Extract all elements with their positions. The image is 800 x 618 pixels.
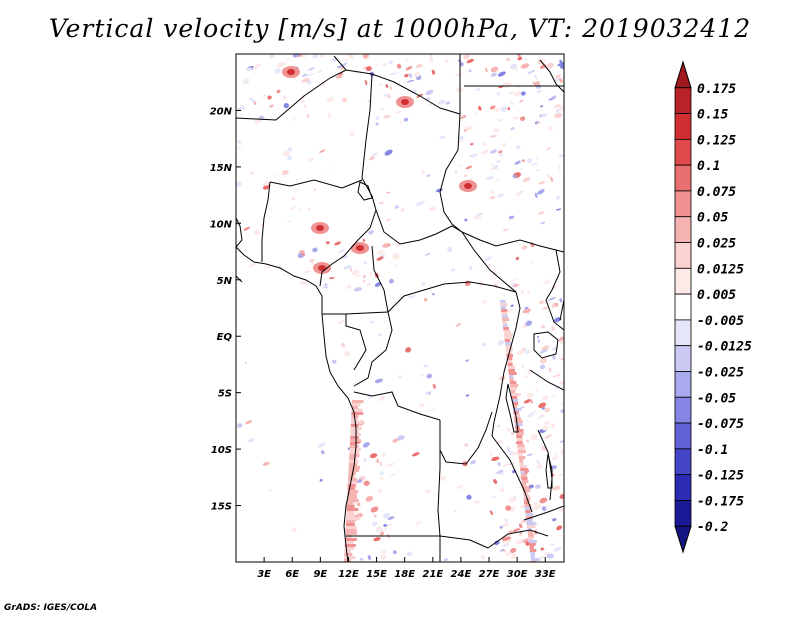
colorbar-bin (674, 448, 692, 476)
border-chad-sudan (439, 113, 463, 233)
lat-tick-label: 5S (218, 389, 232, 400)
lake-malawi (545, 453, 553, 489)
coastline-red-sea (539, 59, 564, 93)
border-south-east (523, 505, 564, 521)
colorbar-bin (674, 474, 692, 501)
lon-tick-label: 9E (313, 569, 327, 580)
lon-tick-label: 27E (479, 569, 500, 580)
colorbar-bin (674, 87, 692, 114)
border-car-drc (387, 281, 517, 313)
latitude-axis: 20N 15N 10N 5N EQ 5S 10S 15S (210, 106, 241, 513)
colorbar-label: 0.15 (697, 108, 728, 123)
colorbar-label: -0.175 (697, 494, 744, 509)
border-niger-chad-north (236, 69, 461, 121)
map-plot-area (235, 53, 565, 563)
colorbar-label: 0.0125 (697, 262, 744, 277)
colorbar-label: 0.005 (697, 288, 736, 303)
border-niger-chad (361, 73, 377, 211)
colorbar-bin (674, 422, 692, 450)
lon-tick-label: 18E (394, 569, 415, 580)
lake-chad (357, 181, 373, 201)
colorbar-bin (674, 113, 692, 140)
lake-victoria (533, 331, 559, 359)
colorbar-label: 0.075 (697, 185, 736, 200)
colorbar-bin (674, 500, 692, 527)
border-cameroon-car (371, 245, 389, 313)
coastline-east (559, 299, 564, 321)
lake-tanganyika (505, 383, 519, 433)
colorbar-label: 0.175 (697, 82, 736, 97)
colorbar-top-arrow (674, 60, 692, 89)
chart-title: Vertical velocity [m/s] at 1000hPa, VT: … (48, 14, 752, 43)
coastline-northwest (236, 217, 243, 248)
lat-tick-label: EQ (217, 332, 233, 343)
colorbar-label: 0.05 (697, 211, 728, 226)
border-tanzania (529, 369, 564, 391)
longitude-axis: 3E 6E 9E 12E 15E 18E 21E 24E 27E 30E 33E (257, 557, 556, 580)
colorbar-label: -0.125 (697, 469, 744, 484)
border-niger-nigeria (269, 179, 363, 189)
lon-tick-label: 30E (507, 569, 528, 580)
colorbar-label: -0.025 (697, 365, 744, 380)
colorbar-label: 0.025 (697, 237, 736, 252)
colorbar-label: -0.1 (697, 443, 728, 458)
colorbar-bottom-arrow (674, 525, 692, 554)
colorbar-label: -0.0125 (697, 340, 752, 355)
border-malawi (537, 429, 553, 501)
colorbar-bin (674, 293, 692, 321)
plot-frame (235, 53, 565, 563)
colorbar-bin (674, 164, 692, 192)
border-chad-car (375, 209, 463, 245)
border-zambia-mozambique (491, 435, 533, 513)
lon-tick-label: 15E (366, 569, 387, 580)
lon-tick-label: 21E (422, 569, 443, 580)
border-libya-chad (333, 55, 347, 71)
country-boundaries (236, 54, 564, 562)
colorbar-bin (674, 396, 692, 424)
colorbar-bin (674, 190, 692, 218)
lon-tick-label: 12E (338, 569, 359, 580)
coastline-west (236, 246, 357, 562)
lon-tick-label: 6E (285, 569, 299, 580)
lat-tick-label: 10S (211, 445, 232, 456)
colorbar-label: -0.005 (697, 314, 744, 329)
colorbar-bin (674, 216, 692, 243)
colorbar-bin (674, 242, 692, 269)
border-nigeria-benin (261, 181, 271, 262)
colorbar-bin (674, 138, 692, 166)
colorbar-bin (674, 371, 692, 398)
border-southsudan-car (461, 231, 517, 293)
lat-tick-label: 15S (211, 502, 232, 513)
lat-tick-label: 5N (217, 276, 233, 287)
grads-credit: GrADS: IGES/COLA (4, 603, 98, 613)
lon-tick-label: 33E (535, 569, 556, 580)
colorbar-bin (674, 267, 692, 295)
colorbar-bin (674, 319, 692, 347)
colorbar-label: -0.075 (697, 417, 744, 432)
border-east-kenya (545, 299, 564, 331)
colorbar-label: -0.05 (697, 391, 736, 406)
border-zimbabwe (487, 529, 549, 549)
border-angola-namibia (346, 535, 489, 549)
colorbar-bin (674, 345, 692, 372)
lat-tick-label: 20N (210, 106, 233, 117)
border-nigeria-cameroon (319, 209, 377, 287)
border-drc-angola-north (353, 391, 441, 421)
border-angola-zambia (437, 420, 441, 537)
lat-tick-label: 10N (210, 219, 233, 230)
colorbar-label: 0.1 (697, 159, 720, 174)
lake-volta (236, 275, 243, 283)
lon-tick-label: 24E (451, 569, 472, 580)
vertical-velocity-field (236, 54, 564, 562)
colorbar-label: 0.125 (697, 133, 736, 148)
border-drc-east-lakes (491, 291, 521, 437)
colorbar-label: -0.2 (697, 520, 728, 535)
colorbar: 0.175 0.15 0.125 0.1 0.075 0.05 0.025 0.0125 0.0… (674, 60, 752, 554)
border-congo-drc (353, 311, 393, 387)
lat-tick-label: 15N (210, 163, 233, 174)
lon-tick-label: 3E (257, 569, 271, 580)
border-southsudan-east (545, 249, 561, 301)
border-congo-gabon (345, 314, 367, 371)
